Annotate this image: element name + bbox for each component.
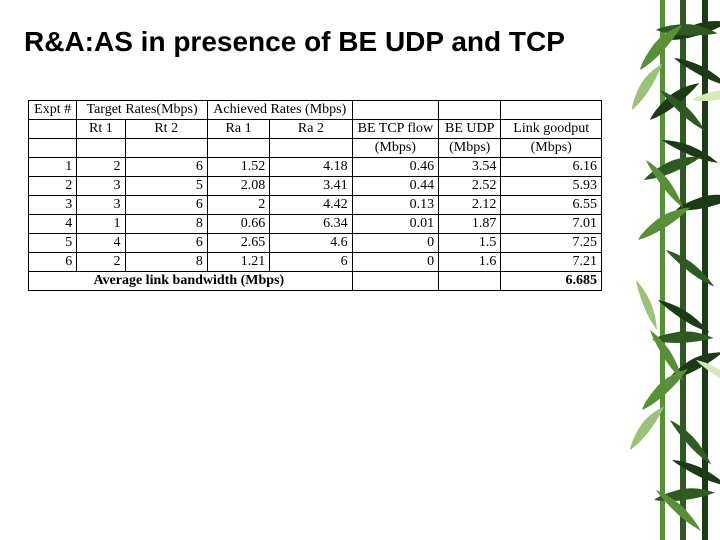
col-header-blank-2 (439, 101, 501, 120)
cell-ra2: 6.34 (270, 215, 352, 234)
footer-value: 6.685 (501, 272, 602, 291)
cell-good: 7.01 (501, 215, 602, 234)
cell-ra2: 4.18 (270, 158, 352, 177)
cell-rt2: 8 (125, 215, 207, 234)
cell-expt: 2 (29, 177, 77, 196)
results-table: Expt # Target Rates(Mbps) Achieved Rates… (28, 100, 602, 291)
cell-beudp: 2.12 (439, 196, 501, 215)
cell-expt: 1 (29, 158, 77, 177)
cell-ra1: 1.52 (207, 158, 269, 177)
cell-expt: 4 (29, 215, 77, 234)
unit-blank-1 (29, 139, 77, 158)
cell-betcp: 0 (352, 234, 438, 253)
cell-beudp: 3.54 (439, 158, 501, 177)
unit-blank-2 (77, 139, 125, 158)
table-header-row-1: Expt # Target Rates(Mbps) Achieved Rates… (29, 101, 602, 120)
col-header-achieved-rates: Achieved Rates (Mbps) (207, 101, 352, 120)
cell-ra1: 1.21 (207, 253, 269, 272)
cell-rt1: 3 (77, 196, 125, 215)
cell-rt2: 5 (125, 177, 207, 196)
cell-rt2: 6 (125, 234, 207, 253)
table-header-row-3: (Mbps) (Mbps) (Mbps) (29, 139, 602, 158)
col-sub-betcp: BE TCP flow (352, 120, 438, 139)
table-header-row-2: Rt 1 Rt 2 Ra 1 Ra 2 BE TCP flow BE UDP L… (29, 120, 602, 139)
cell-beudp: 2.52 (439, 177, 501, 196)
cell-expt: 5 (29, 234, 77, 253)
page-title: R&A:AS in presence of BE UDP and TCP (24, 26, 610, 58)
table-row: 33624.420.132.126.55 (29, 196, 602, 215)
table-row: 1261.524.180.463.546.16 (29, 158, 602, 177)
bamboo-icon (610, 0, 720, 540)
results-table-container: Expt # Target Rates(Mbps) Achieved Rates… (28, 100, 602, 291)
col-sub-rt2: Rt 2 (125, 120, 207, 139)
cell-beudp: 1.5 (439, 234, 501, 253)
bamboo-decoration (610, 0, 720, 540)
cell-ra1: 2.08 (207, 177, 269, 196)
table-row: 5462.654.601.57.25 (29, 234, 602, 253)
cell-ra1: 2 (207, 196, 269, 215)
unit-blank-4 (207, 139, 269, 158)
cell-ra2: 4.42 (270, 196, 352, 215)
footer-blank-2 (439, 272, 501, 291)
cell-ra2: 3.41 (270, 177, 352, 196)
cell-ra1: 2.65 (207, 234, 269, 253)
table-body: 1261.524.180.463.546.162352.083.410.442.… (29, 158, 602, 272)
col-sub-ra2: Ra 2 (270, 120, 352, 139)
unit-blank-3 (125, 139, 207, 158)
cell-betcp: 0 (352, 253, 438, 272)
cell-good: 6.16 (501, 158, 602, 177)
table-row: 2352.083.410.442.525.93 (29, 177, 602, 196)
cell-beudp: 1.6 (439, 253, 501, 272)
col-header-expt: Expt # (29, 101, 77, 120)
cell-rt1: 1 (77, 215, 125, 234)
col-header-target-rates: Target Rates(Mbps) (77, 101, 208, 120)
cell-expt: 3 (29, 196, 77, 215)
cell-rt2: 6 (125, 196, 207, 215)
cell-expt: 6 (29, 253, 77, 272)
col-header-blank-3 (501, 101, 602, 120)
cell-betcp: 0.13 (352, 196, 438, 215)
col-sub-ra1: Ra 1 (207, 120, 269, 139)
table-row: 6281.21601.67.21 (29, 253, 602, 272)
unit-beudp: (Mbps) (439, 139, 501, 158)
cell-rt1: 4 (77, 234, 125, 253)
unit-blank-5 (270, 139, 352, 158)
col-sub-expt (29, 120, 77, 139)
table-row: 4180.666.340.011.877.01 (29, 215, 602, 234)
cell-rt1: 2 (77, 158, 125, 177)
cell-good: 7.21 (501, 253, 602, 272)
cell-good: 5.93 (501, 177, 602, 196)
cell-ra2: 6 (270, 253, 352, 272)
table-footer-row: Average link bandwidth (Mbps) 6.685 (29, 272, 602, 291)
footer-label: Average link bandwidth (Mbps) (29, 272, 353, 291)
cell-betcp: 0.46 (352, 158, 438, 177)
cell-betcp: 0.01 (352, 215, 438, 234)
cell-good: 6.55 (501, 196, 602, 215)
cell-beudp: 1.87 (439, 215, 501, 234)
cell-rt2: 6 (125, 158, 207, 177)
cell-rt1: 3 (77, 177, 125, 196)
unit-betcp: (Mbps) (352, 139, 438, 158)
cell-good: 7.25 (501, 234, 602, 253)
col-sub-good: Link goodput (501, 120, 602, 139)
slide: R&A:AS in presence of BE UDP and TCP Exp… (0, 0, 720, 540)
cell-rt1: 2 (77, 253, 125, 272)
col-sub-beudp: BE UDP (439, 120, 501, 139)
cell-rt2: 8 (125, 253, 207, 272)
cell-betcp: 0.44 (352, 177, 438, 196)
col-header-blank-1 (352, 101, 438, 120)
unit-good: (Mbps) (501, 139, 602, 158)
cell-ra2: 4.6 (270, 234, 352, 253)
cell-ra1: 0.66 (207, 215, 269, 234)
col-sub-rt1: Rt 1 (77, 120, 125, 139)
footer-blank-1 (352, 272, 438, 291)
